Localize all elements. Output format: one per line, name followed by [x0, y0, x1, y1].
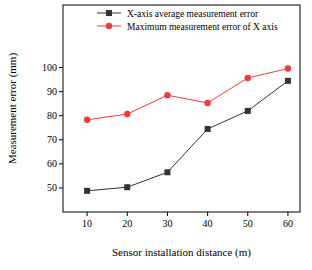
y-tick-label: 70: [47, 134, 57, 145]
series-marker: [204, 100, 210, 106]
y-tick-label: 50: [47, 182, 57, 193]
legend-label: X-axis average measurement error: [127, 9, 259, 19]
chart: 50 60 70 80 90 100 10 20 30 40 50 60 Sensor installa…: [0, 0, 312, 270]
series-marker: [164, 92, 170, 98]
x-tick: [127, 212, 128, 216]
y-axis-title: Measurement error (mm): [6, 53, 19, 165]
x-tick: [167, 212, 168, 216]
y-tick-label: 90: [47, 86, 57, 97]
x-tick-label: 60: [283, 218, 293, 229]
y-tick: [59, 91, 63, 92]
series-marker: [285, 65, 291, 71]
series-marker: [124, 111, 130, 117]
x-tick: [87, 212, 88, 216]
x-tick-label: 30: [162, 218, 172, 229]
x-tick: [207, 212, 208, 216]
y-tick-label: 60: [47, 158, 57, 169]
data-group: [84, 65, 291, 193]
legend-swatch-marker: [106, 10, 112, 16]
x-tick-label: 50: [243, 218, 253, 229]
series-marker: [164, 169, 170, 175]
x-tick-label: 20: [122, 218, 132, 229]
legend-swatch-marker: [106, 23, 112, 29]
y-tick: [59, 115, 63, 116]
y-tick: [59, 67, 63, 68]
x-tick-label: 10: [82, 218, 92, 229]
series-marker: [245, 75, 251, 81]
y-tick-label: 80: [47, 110, 57, 121]
y-tick: [59, 163, 63, 164]
series-marker: [245, 108, 251, 114]
plot-frame: [63, 5, 300, 212]
legend-label: Maximum measurement error of X axis: [127, 22, 278, 32]
series-marker: [84, 117, 90, 123]
x-tick: [287, 212, 288, 216]
series-line: [87, 81, 288, 191]
series-marker: [124, 184, 130, 190]
series-line: [87, 69, 288, 120]
y-tick-label: 100: [42, 62, 57, 73]
x-tick: [247, 212, 248, 216]
series-marker: [205, 126, 211, 132]
x-tick-label: 40: [203, 218, 213, 229]
series-marker: [84, 188, 90, 194]
series-marker: [285, 78, 291, 84]
x-axis-title: Sensor installation distance (m): [112, 246, 251, 259]
y-tick: [59, 139, 63, 140]
y-tick: [59, 187, 63, 188]
legend: X-axis average measurement error Maximum …: [97, 9, 278, 32]
